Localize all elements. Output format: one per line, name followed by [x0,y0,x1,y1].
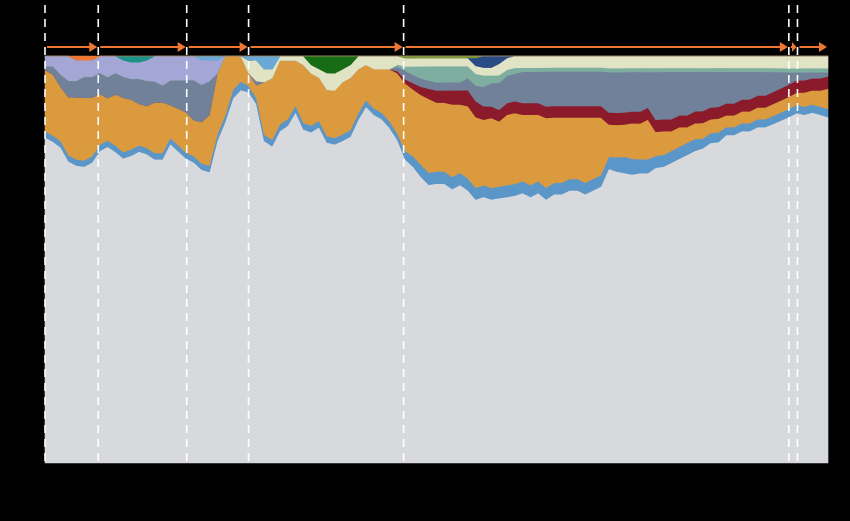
phase-arrow-6 [790,42,797,52]
phase-arrow-2 [100,42,186,52]
phase-arrow-7 [799,42,827,52]
phase-boundaries [44,5,799,463]
phase-arrow-1 [47,42,98,52]
phase-arrow-4 [250,42,403,52]
phase-arrow-3 [188,42,248,52]
phase-arrow-5 [405,42,788,52]
area-series-14 [45,55,828,61]
stacked-areas [44,55,829,464]
phase-arrows [47,42,827,52]
